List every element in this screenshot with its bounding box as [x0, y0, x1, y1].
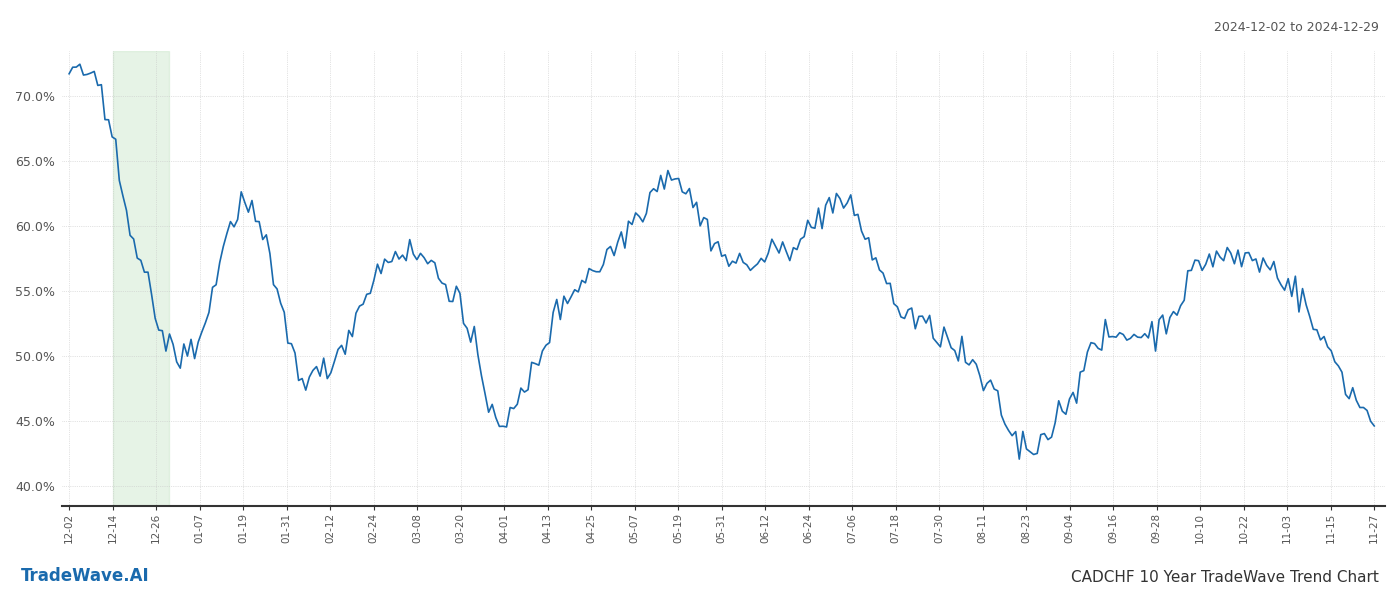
Text: 2024-12-02 to 2024-12-29: 2024-12-02 to 2024-12-29: [1214, 21, 1379, 34]
Bar: [112, 51, 169, 506]
Text: TradeWave.AI: TradeWave.AI: [21, 567, 150, 585]
Text: CADCHF 10 Year TradeWave Trend Chart: CADCHF 10 Year TradeWave Trend Chart: [1071, 570, 1379, 585]
